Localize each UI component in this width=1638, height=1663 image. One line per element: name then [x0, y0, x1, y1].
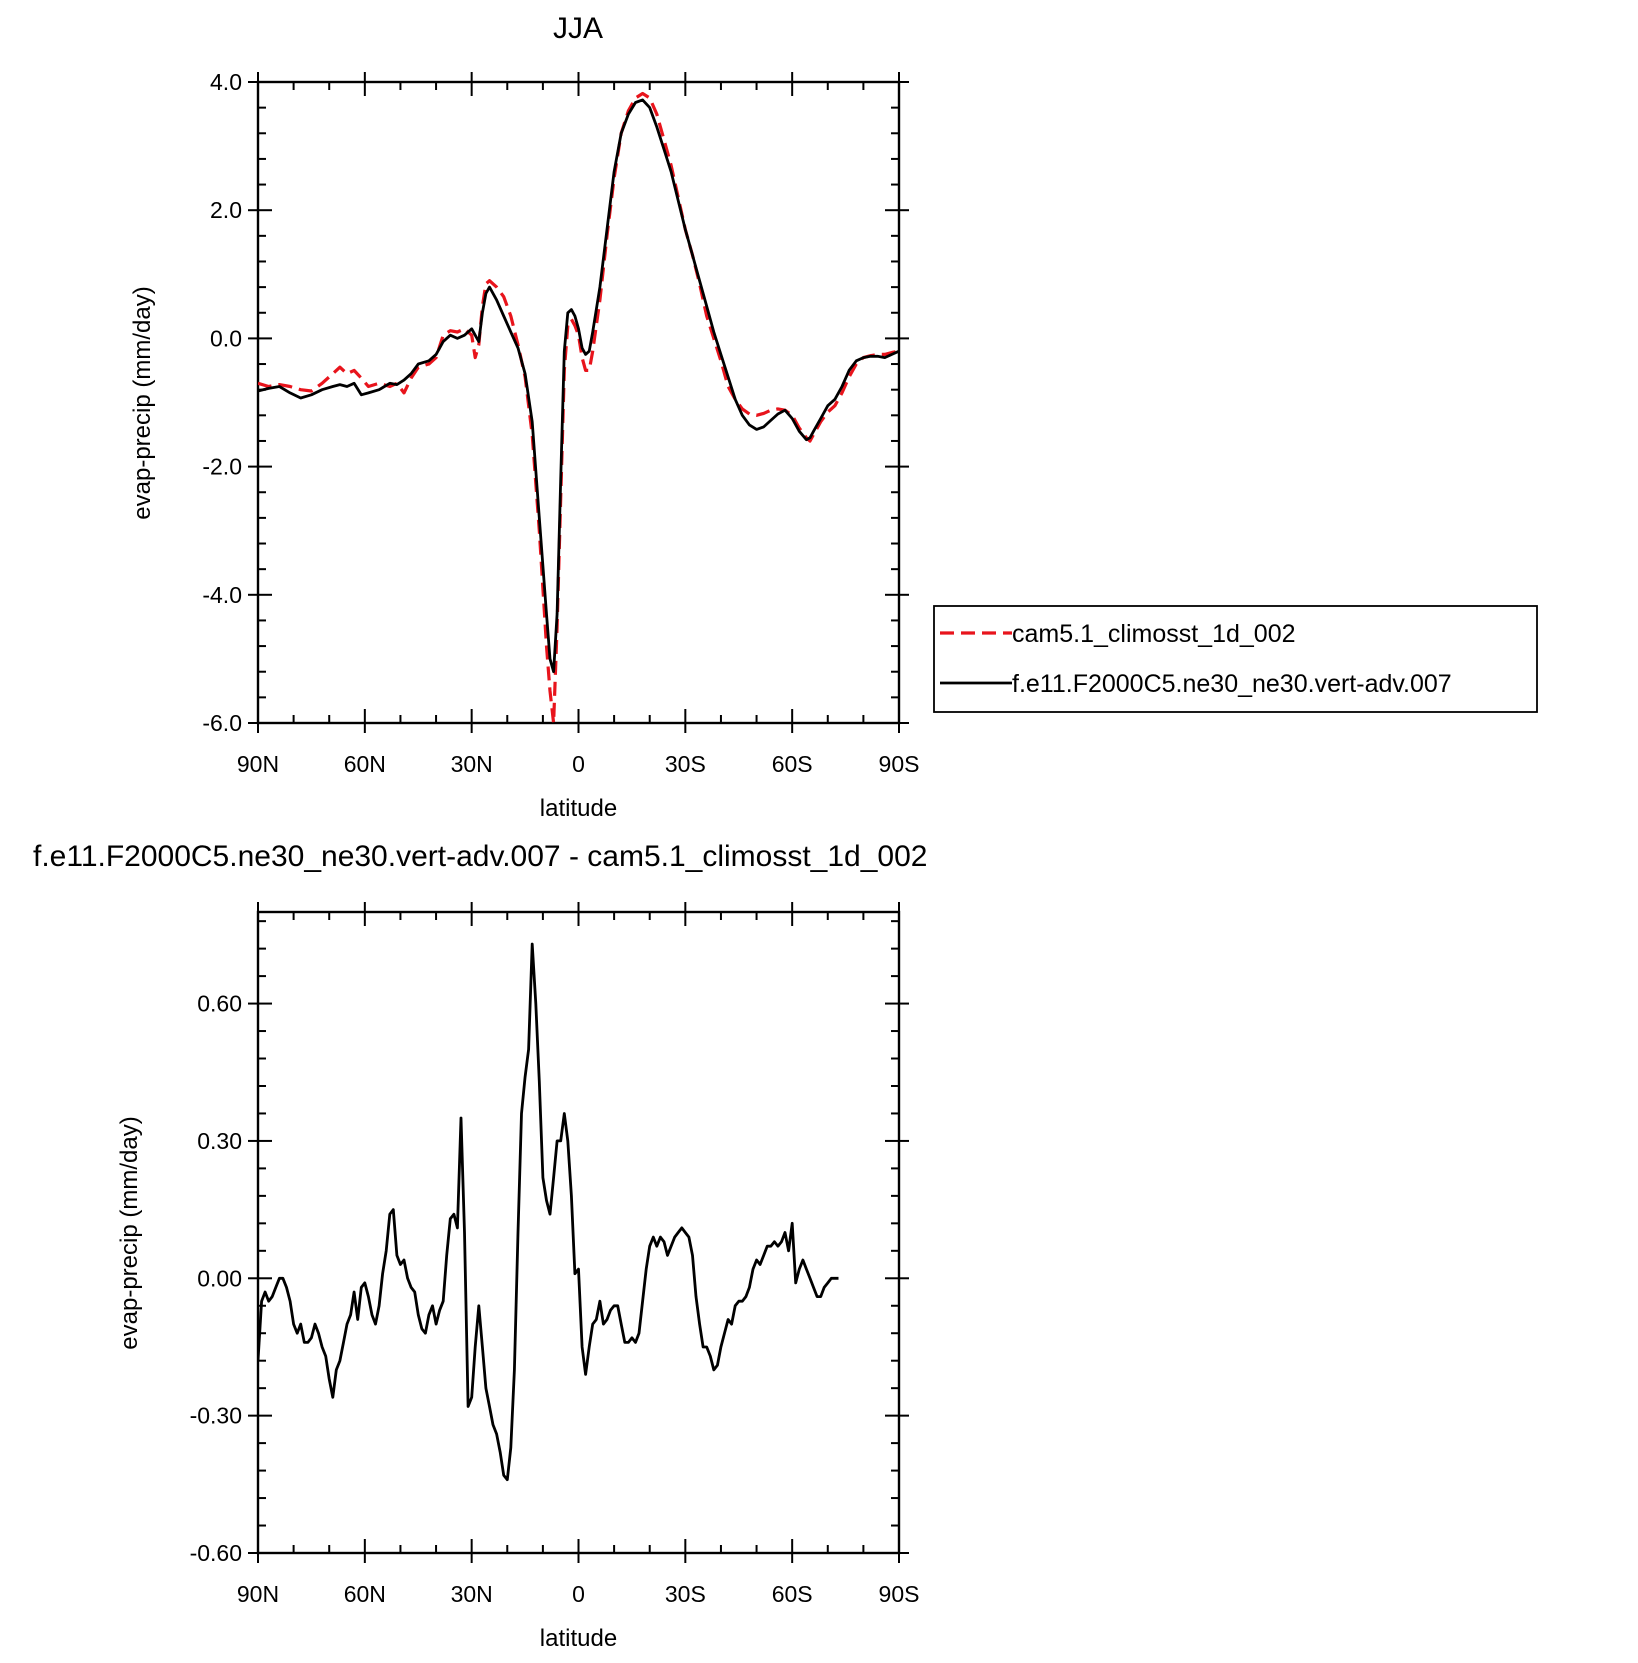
top-chart-panel: JJA 90N 60N 30N 0 30S 60S 90S -6.0 -4.0 -2.0 0.0 2.0…	[129, 12, 1538, 822]
top-x-tick-label: 30S	[665, 751, 706, 777]
top-x-tick-label: 60N	[344, 751, 386, 777]
bottom-y-tick-label: -0.60	[190, 1540, 242, 1566]
bottom-chart-panel: f.e11.F2000C5.ne30_ne30.vert-adv.007 - c…	[33, 840, 927, 1652]
top-y-tick-label: 4.0	[210, 69, 242, 95]
bottom-x-tick-label: 90N	[237, 1581, 279, 1607]
top-x-tick-label: 30N	[451, 751, 493, 777]
bottom-series-line-0	[258, 942, 839, 1482]
bottom-y-tick-label: 0.60	[197, 991, 242, 1017]
top-plot-frame	[256, 80, 901, 725]
top-legend-box	[933, 605, 1538, 713]
bottom-y-axis-label: evap-precip (mm/day)	[116, 1116, 143, 1349]
top-legend-label-1: f.e11.F2000C5.ne30_ne30.vert-adv.007	[1012, 670, 1452, 698]
top-y-tick-label: -4.0	[202, 582, 242, 608]
bottom-x-tick-label: 90S	[879, 1581, 920, 1607]
top-x-axis-label: latitude	[540, 795, 617, 822]
top-x-tick-label: 60S	[772, 751, 813, 777]
top-x-tick-label: 90N	[237, 751, 279, 777]
top-y-tick-label: -6.0	[202, 710, 242, 736]
bottom-x-tick-label: 0	[572, 1581, 585, 1607]
bottom-plot-frame	[256, 910, 901, 1555]
top-series-line-0	[258, 91, 899, 723]
top-x-tick-label: 0	[572, 751, 585, 777]
bottom-x-tick-label: 60N	[344, 1581, 386, 1607]
top-legend-label-0: cam5.1_climosst_1d_002	[1012, 620, 1296, 648]
bottom-x-tick-label: 30N	[451, 1581, 493, 1607]
bottom-y-tick-label: 0.30	[197, 1128, 242, 1154]
top-chart-title: JJA	[553, 12, 603, 45]
bottom-y-tick-label: 0.00	[197, 1265, 242, 1291]
bottom-chart-title: f.e11.F2000C5.ne30_ne30.vert-adv.007 - c…	[33, 840, 927, 873]
top-y-tick-label: -2.0	[202, 454, 242, 480]
bottom-x-axis-label: latitude	[540, 1625, 617, 1652]
bottom-x-tick-label: 30S	[665, 1581, 706, 1607]
top-y-tick-label: 0.0	[210, 325, 242, 351]
bottom-y-tick-label: -0.30	[190, 1403, 242, 1429]
top-legend: cam5.1_climosst_1d_002 f.e11.F2000C5.ne30…	[933, 605, 1538, 713]
top-x-tick-label: 90S	[879, 751, 920, 777]
top-y-tick-label: 2.0	[210, 197, 242, 223]
top-series-line-1	[258, 98, 899, 674]
bottom-x-tick-label: 60S	[772, 1581, 813, 1607]
top-y-axis-label: evap-precip (mm/day)	[129, 286, 156, 519]
